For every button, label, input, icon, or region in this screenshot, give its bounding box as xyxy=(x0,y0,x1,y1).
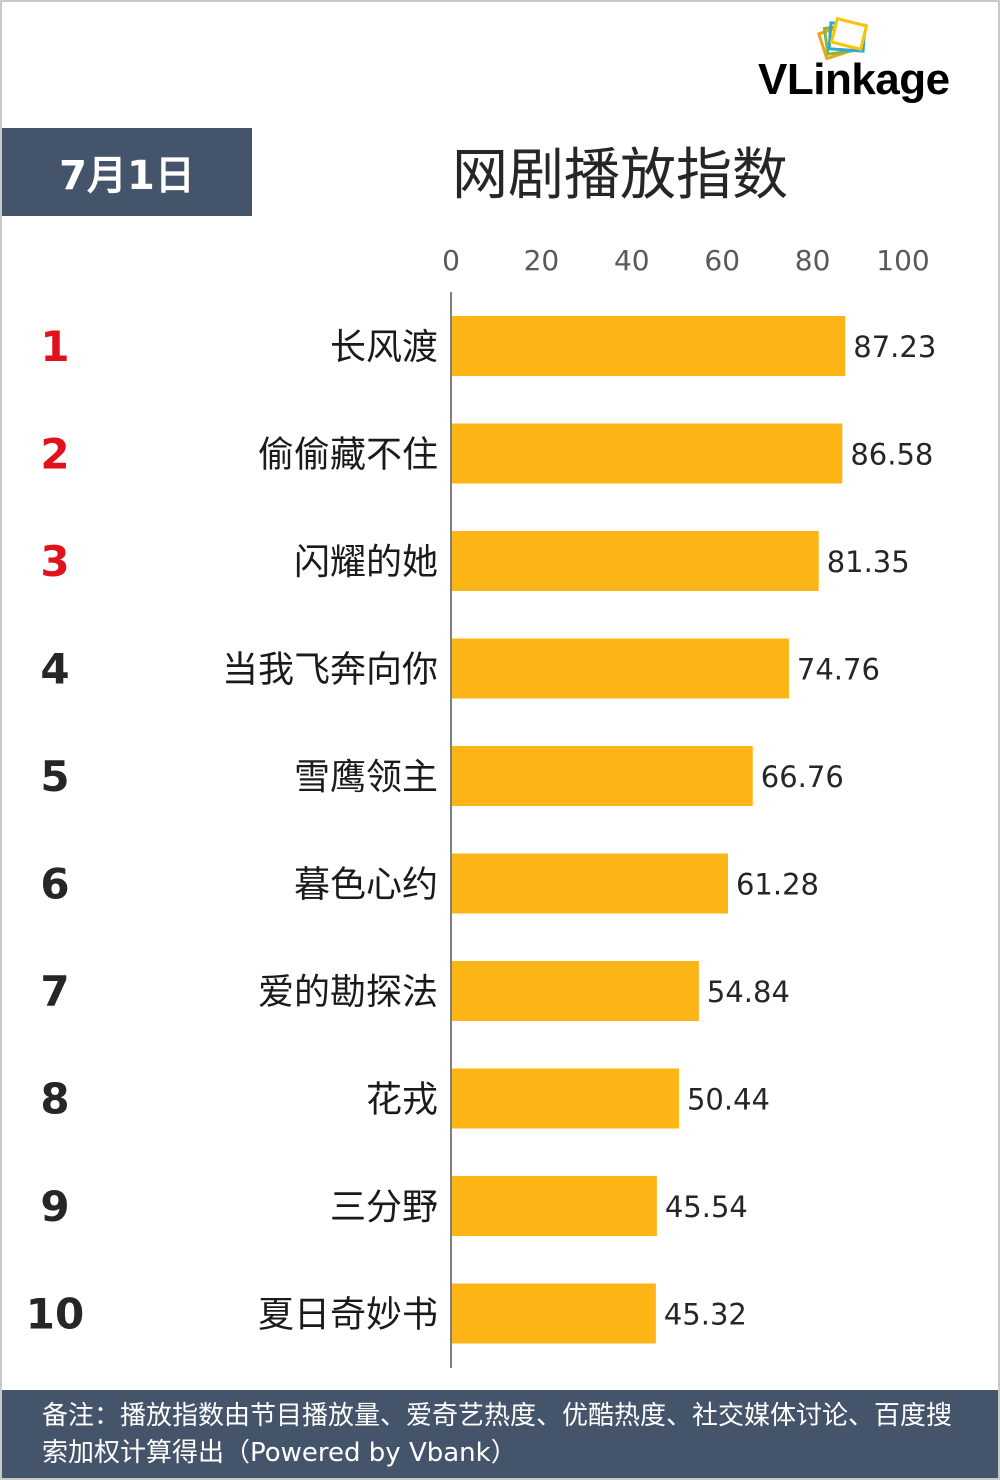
x-tick-label: 40 xyxy=(614,244,650,277)
x-tick-label: 100 xyxy=(876,244,929,277)
x-tick-label: 60 xyxy=(704,244,740,277)
x-tick-label: 20 xyxy=(524,244,560,277)
bar-value-label: 86.58 xyxy=(850,438,933,472)
category-label: 三分野 xyxy=(330,1187,438,1228)
category-label: 雪鹰领主 xyxy=(294,757,438,798)
chart-title: 网剧播放指数 xyxy=(452,143,788,208)
category-label: 夏日奇妙书 xyxy=(258,1295,438,1336)
bar xyxy=(452,531,819,591)
x-tick-label: 80 xyxy=(795,244,831,277)
bar-value-label: 74.76 xyxy=(797,653,880,687)
bar xyxy=(452,746,753,806)
bar xyxy=(452,638,789,699)
bar-value-label: 45.32 xyxy=(664,1298,747,1332)
logo-wordmark: VLinkage xyxy=(758,55,950,104)
rank-number: 4 xyxy=(40,645,69,694)
bar-chart: 0 20 40 60 80 100 87.23 长风渡 1 86.58 偷偷藏不住 2 81.35 闪耀的… xyxy=(26,244,936,1368)
category-label: 花戎 xyxy=(366,1080,438,1121)
vlinkage-logo: VLinkage xyxy=(758,14,994,110)
rank-number: 1 xyxy=(40,322,69,371)
rank-number: 7 xyxy=(40,967,69,1016)
category-label: 暮色心约 xyxy=(294,865,438,906)
bar xyxy=(452,1283,656,1344)
rank-number: 6 xyxy=(40,860,69,909)
bar-value-label: 66.76 xyxy=(761,760,844,794)
x-tick-label: 0 xyxy=(442,244,460,277)
category-label: 当我飞奔向你 xyxy=(222,650,438,691)
bar xyxy=(452,316,846,376)
rank-number: 3 xyxy=(40,537,69,586)
bar xyxy=(452,1176,657,1236)
logo-frames-icon xyxy=(816,16,869,60)
category-label: 偷偷藏不住 xyxy=(258,435,438,476)
bar xyxy=(452,853,728,914)
rank-number: 10 xyxy=(26,1290,84,1339)
bar-value-label: 81.35 xyxy=(827,545,910,579)
bar-value-label: 50.44 xyxy=(687,1083,770,1117)
bar-value-label: 61.28 xyxy=(736,868,819,902)
category-label: 爱的勘探法 xyxy=(258,972,438,1013)
bar-value-label: 45.54 xyxy=(665,1190,748,1224)
bar xyxy=(452,961,699,1021)
rank-number: 8 xyxy=(40,1075,69,1124)
bar-value-label: 87.23 xyxy=(853,330,936,364)
rank-number: 9 xyxy=(40,1182,69,1231)
rank-number: 5 xyxy=(40,752,69,801)
rank-number: 2 xyxy=(40,430,69,479)
category-label: 长风渡 xyxy=(330,327,438,368)
date-badge: 7月1日 xyxy=(2,128,252,216)
bar xyxy=(452,423,843,484)
footer-note: 备注：播放指数由节目播放量、爱奇艺热度、优酷热度、社交媒体讨论、百度搜索加权计算… xyxy=(2,1390,998,1478)
category-label: 闪耀的她 xyxy=(294,542,438,583)
bar-value-label: 54.84 xyxy=(707,975,790,1009)
bar xyxy=(452,1068,679,1129)
